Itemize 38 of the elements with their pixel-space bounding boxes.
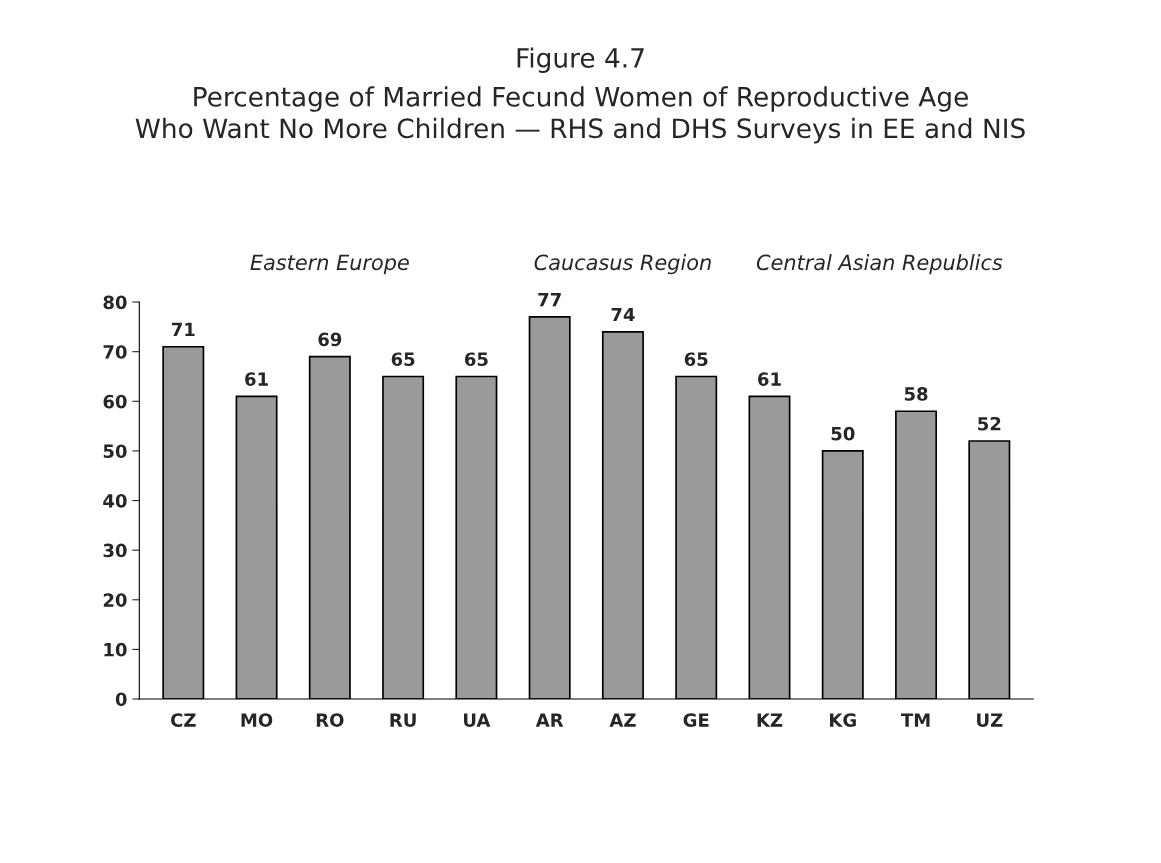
x-tick-label: UA <box>464 713 491 727</box>
y-tick-label: 30 <box>103 543 127 558</box>
x-tick-label: KG <box>830 713 856 727</box>
chart-title: Figure 4.7 <box>517 47 644 73</box>
y-tick-label: 10 <box>104 642 127 657</box>
x-tick-label: KZ <box>757 713 783 727</box>
data-label: 77 <box>538 293 561 307</box>
data-label: 74 <box>611 307 635 322</box>
x-tick-label: RU <box>390 713 416 727</box>
data-label: 65 <box>464 352 488 367</box>
y-tick-label: 0 <box>115 692 127 707</box>
y-tick-label: 60 <box>103 394 127 409</box>
x-tick-label: RO <box>316 713 344 727</box>
x-tick-label: UZ <box>977 713 1003 727</box>
x-tick-label: CZ <box>171 713 196 727</box>
y-tick-label: 50 <box>103 444 127 459</box>
y-tick-label: 80 <box>103 295 127 310</box>
data-label: 61 <box>758 372 781 386</box>
data-label: 61 <box>245 372 268 386</box>
data-label: 65 <box>391 352 415 367</box>
text: Caucasus Region <box>534 254 711 275</box>
y-tick-label: 70 <box>103 345 127 359</box>
x-tick-label: GE <box>683 713 709 727</box>
x-tick-label: MO <box>241 713 273 727</box>
data-label: 71 <box>171 322 195 337</box>
chart-subtitle: Percentage of Married Fecund Women of Reproductive Age Who Want No More Children — RHS and DHS Surveys in EE and NIS <box>135 86 1025 144</box>
x-tick-label: AR <box>535 713 564 727</box>
data-label: 50 <box>831 426 855 441</box>
x-tick-label: AZ <box>609 713 636 727</box>
y-tick-label: 20 <box>103 593 127 607</box>
x-tick-label: TM <box>900 713 930 727</box>
data-label: 65 <box>684 352 708 367</box>
data-label: 58 <box>904 387 928 401</box>
data-label: 52 <box>978 416 1001 431</box>
text: Eastern Europe <box>250 254 409 275</box>
data-label: 69 <box>318 332 342 347</box>
y-tick-label: 40 <box>103 494 127 508</box>
text: Central Asian Republics <box>756 254 1003 275</box>
